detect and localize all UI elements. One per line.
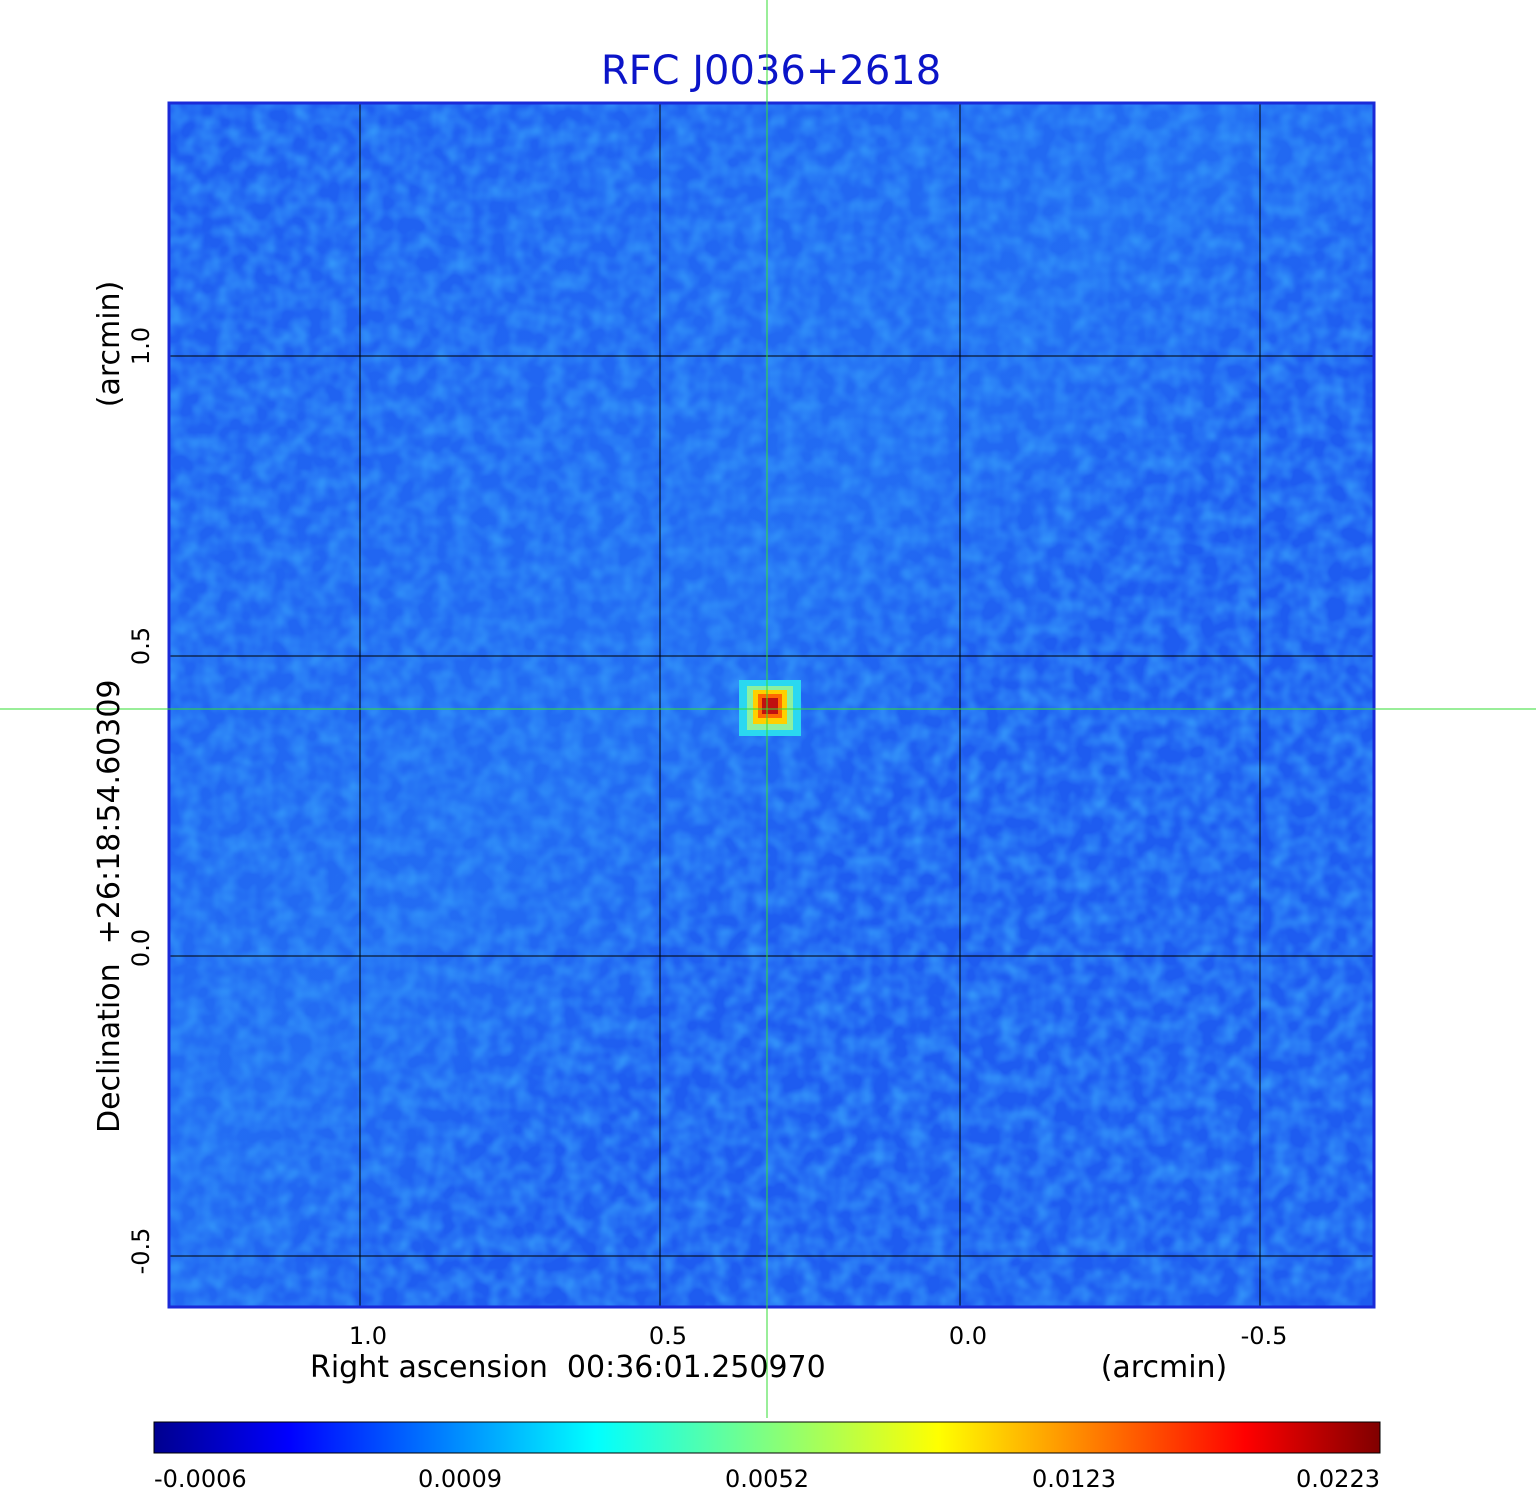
x-tick-label: 0.0 [949,1322,987,1350]
y-tick-label: 1.0 [127,327,155,365]
colorbar-tick-label: 0.0052 [725,1465,809,1493]
colorbar-tick-label: 0.0223 [1296,1465,1380,1493]
grid [170,104,1373,1306]
colorbar: -0.0006 0.0009 0.0052 0.0123 0.0223 [153,1421,1381,1493]
source-blob [739,680,801,736]
x-tick-label: 1.0 [349,1322,387,1350]
plot-title: RFC J0036+2618 [601,48,941,94]
image-frame [167,101,1376,1309]
x-tick-label: 0.5 [649,1322,687,1350]
y-axis-unit: (arcmin) [92,281,127,408]
colorbar-tick-label: -0.0006 [154,1465,247,1493]
y-tick-label: 0.5 [127,627,155,665]
colorbar-tick-label: 0.0123 [1032,1465,1116,1493]
colorbar-tick-label: 0.0009 [418,1465,502,1493]
x-tick-label: -0.5 [1241,1322,1288,1350]
x-axis-unit: (arcmin) [1101,1350,1228,1385]
image-panel [167,101,1376,1309]
x-axis-label: Right ascension 00:36:01.250970 [310,1350,826,1385]
y-axis-label: Declination +26:18:54.60309 [92,679,127,1133]
y-tick-label: 0.0 [127,929,155,967]
colorbar-gradient [153,1421,1381,1454]
y-tick-label: -0.5 [127,1228,155,1275]
